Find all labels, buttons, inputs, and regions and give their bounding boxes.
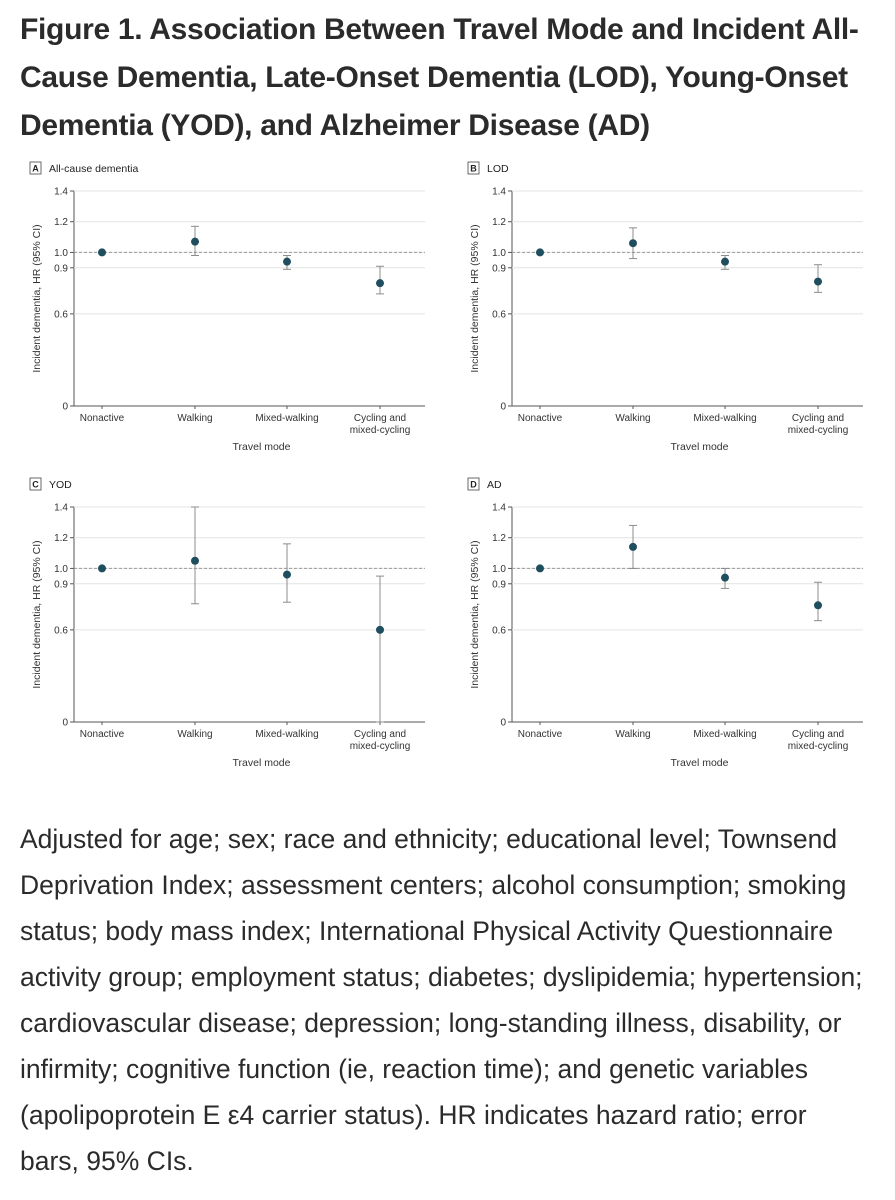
x-tick-label: Mixed-walking	[693, 729, 756, 740]
panel-b: B LOD 0 0.6 0.9 1.0 1.2 1.4 Incident dementia, H…	[467, 161, 863, 453]
y-tick-label: 0.9	[54, 263, 68, 274]
y-tick-label: 0	[62, 402, 68, 413]
data-point	[98, 564, 106, 573]
y-tick-label: 0	[500, 718, 506, 729]
x-tick-label-line: Cycling and	[354, 413, 406, 424]
x-tick-label: Nonactive	[518, 413, 563, 424]
data-point	[629, 239, 637, 248]
y-tick-label: 1.0	[54, 564, 68, 575]
figure-title: Figure 1. Association Between Travel Mod…	[20, 13, 859, 142]
y-axis-label: Incident dementia, HR (95% CI)	[469, 540, 481, 688]
y-tick-label: 0.9	[492, 579, 506, 590]
panel-c: C YOD 0 0.6 0.9 1.0 1.2 1.4 Incident dementia, H…	[29, 477, 425, 769]
y-tick-label: 0.6	[492, 625, 506, 636]
panel-a: A All-cause dementia 0 0.6 0.9 1.0 1.2 1.4 Incid…	[29, 161, 425, 453]
x-tick-label: Cycling and mixed-cycling	[788, 729, 849, 752]
data-point	[814, 277, 822, 286]
figure-caption: Adjusted for age; sex; race and ethnicit…	[20, 824, 863, 1176]
x-tick-label: Walking	[177, 413, 212, 424]
panel-badge-box	[467, 477, 480, 491]
x-tick-label: Cycling and mixed-cycling	[788, 413, 849, 436]
data-point	[536, 248, 544, 257]
y-tick-label: 1.2	[54, 533, 68, 544]
x-tick-label: Nonactive	[518, 729, 563, 740]
y-tick-label: 1.2	[492, 533, 506, 544]
x-tick-label-line: mixed-cycling	[788, 741, 849, 752]
panel-letter: C	[32, 480, 39, 490]
panel-title: AD	[487, 479, 502, 491]
y-tick-label: 1.0	[492, 564, 506, 575]
x-axis-label: Travel mode	[233, 441, 291, 453]
x-tick-label: Mixed-walking	[693, 413, 756, 424]
x-tick-label: Walking	[615, 413, 650, 424]
panel-d: D AD 0 0.6 0.9 1.0 1.2 1.4 Incident dementia, HR…	[467, 477, 863, 769]
y-axis-label: Incident dementia, HR (95% CI)	[31, 224, 43, 372]
x-tick-label: Walking	[177, 729, 212, 740]
y-tick-label: 0	[500, 402, 506, 413]
data-point	[191, 556, 199, 565]
data-point	[376, 625, 384, 634]
data-point	[283, 257, 291, 266]
y-tick-label: 1.2	[492, 217, 506, 228]
panel-title: All-cause dementia	[49, 163, 138, 175]
y-tick-label: 1.0	[54, 248, 68, 259]
x-tick-label-line: Cycling and	[792, 729, 844, 740]
panel-title: YOD	[49, 479, 72, 491]
y-tick-label: 0.9	[54, 579, 68, 590]
panel-badge-box	[467, 161, 480, 175]
x-tick-label: Nonactive	[80, 413, 125, 424]
data-point	[536, 564, 544, 573]
data-point	[629, 542, 637, 551]
figure-panels: A All-cause dementia 0 0.6 0.9 1.0 1.2 1.4 Incid…	[29, 161, 863, 769]
y-axis-label: Incident dementia, HR (95% CI)	[469, 224, 481, 372]
data-point	[721, 257, 729, 266]
panel-badge-box	[29, 477, 42, 491]
x-tick-label-line: Cycling and	[354, 729, 406, 740]
y-tick-label: 0	[62, 718, 68, 729]
data-point	[98, 248, 106, 257]
x-tick-label-line: Cycling and	[792, 413, 844, 424]
y-tick-label: 1.0	[492, 248, 506, 259]
x-tick-label-line: mixed-cycling	[350, 741, 411, 752]
y-tick-label: 0.9	[492, 263, 506, 274]
data-point	[283, 570, 291, 579]
x-axis-label: Travel mode	[671, 757, 729, 769]
panel-letter: B	[470, 164, 477, 174]
x-axis-label: Travel mode	[671, 441, 729, 453]
x-tick-label: Walking	[615, 729, 650, 740]
data-point	[191, 237, 199, 246]
data-point	[376, 279, 384, 288]
x-tick-label: Mixed-walking	[255, 729, 318, 740]
panel-title: LOD	[487, 163, 509, 175]
data-point	[814, 601, 822, 610]
panel-badge-box	[29, 161, 42, 175]
y-tick-label: 1.2	[54, 217, 68, 228]
panel-letter: D	[470, 480, 477, 490]
x-tick-label-line: mixed-cycling	[788, 425, 849, 436]
x-axis-label: Travel mode	[233, 757, 291, 769]
y-tick-label: 1.4	[492, 503, 506, 514]
y-tick-label: 1.4	[54, 187, 68, 198]
x-tick-label: Cycling and mixed-cycling	[350, 729, 411, 752]
data-point	[721, 573, 729, 582]
y-tick-label: 0.6	[492, 309, 506, 320]
y-tick-label: 1.4	[54, 503, 68, 514]
x-tick-label: Mixed-walking	[255, 413, 318, 424]
x-tick-label: Nonactive	[80, 729, 125, 740]
y-tick-label: 0.6	[54, 309, 68, 320]
y-tick-label: 0.6	[54, 625, 68, 636]
y-axis-label: Incident dementia, HR (95% CI)	[31, 540, 43, 688]
panel-letter: A	[32, 164, 39, 174]
x-tick-label: Cycling and mixed-cycling	[350, 413, 411, 436]
x-tick-label-line: mixed-cycling	[350, 425, 411, 436]
y-tick-label: 1.4	[492, 187, 506, 198]
